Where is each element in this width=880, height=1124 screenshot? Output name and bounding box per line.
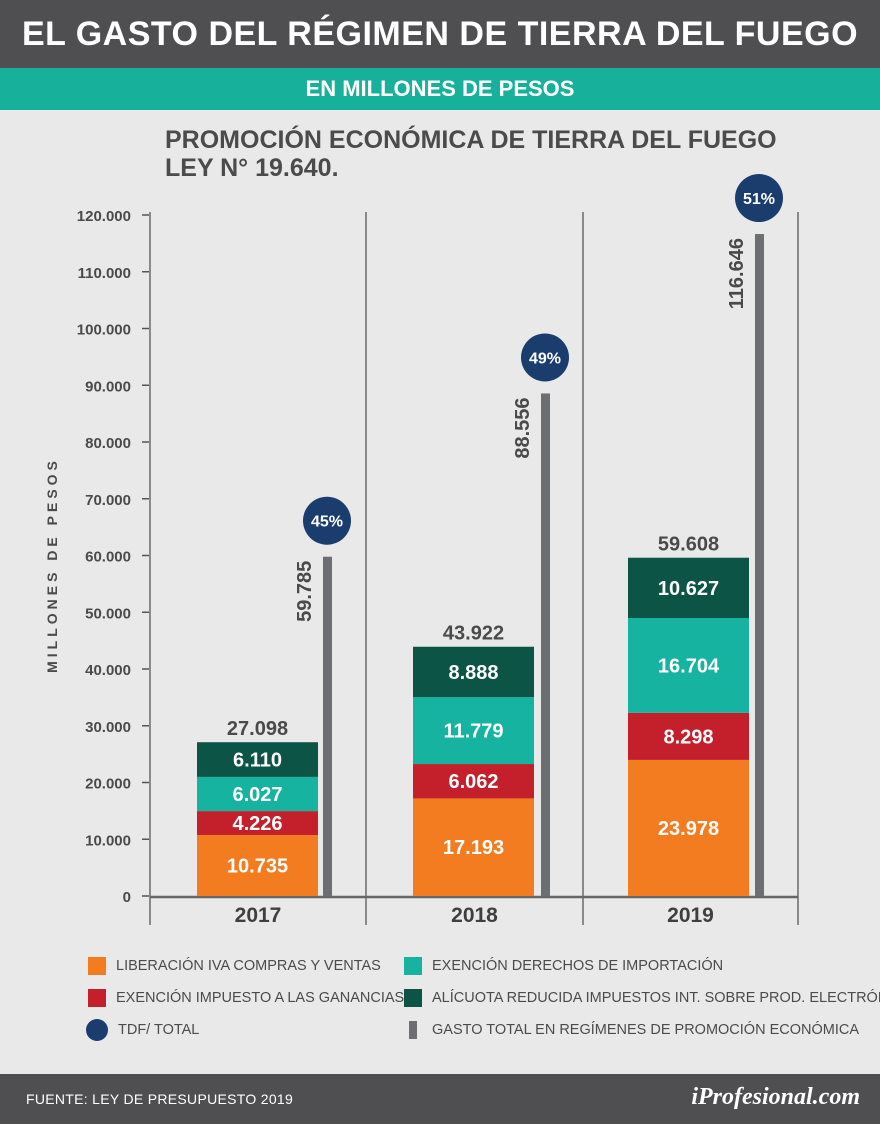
- bar-segment-label: 10.735: [227, 856, 288, 878]
- y-tick-label: 50.000: [85, 605, 131, 622]
- y-tick-label: 90.000: [85, 378, 131, 395]
- bar-segment: [197, 742, 318, 777]
- bar-segment-label: 6.027: [232, 784, 282, 806]
- y-tick-label: 120.000: [77, 208, 131, 225]
- total-bar-label: 116.646: [726, 238, 748, 309]
- chart-title-line-1: PROMOCIÓN ECONÓMICA DE TIERRA DEL FUEGO: [165, 126, 777, 154]
- legend-item-gasto-total: GASTO TOTAL EN REGÍMENES DE PROMOCIÓN EC…: [404, 1021, 859, 1039]
- units-banner: EN MILLONES DE PESOS: [0, 68, 880, 110]
- y-tick-label: 110.000: [78, 265, 131, 282]
- bar-segment-label: 11.779: [443, 721, 503, 743]
- share-badge-label: 45%: [311, 514, 343, 531]
- bar-segment-label: 6.110: [233, 750, 282, 772]
- bar-segment-label: 6.062: [448, 771, 498, 793]
- total-bar: [541, 393, 550, 896]
- legend-swatch-importacion: [404, 957, 422, 975]
- x-category-label: 2017: [235, 904, 282, 927]
- bar-segment: [413, 798, 534, 896]
- y-tick-label: 20.000: [85, 776, 131, 793]
- legend-label-iva: LIBERACIÓN IVA COMPRAS Y VENTAS: [116, 958, 381, 974]
- legend-swatch-tdf-total: [86, 1019, 108, 1041]
- bar-segment: [413, 646, 534, 698]
- share-badge-label: 51%: [743, 191, 775, 208]
- legend-swatch-gasto-total: [409, 1021, 417, 1039]
- bar-segment: [628, 618, 749, 713]
- y-tick-label: 40.000: [85, 662, 131, 679]
- stack-total-label: 43.922: [443, 623, 504, 645]
- bar-segment-label: 16.704: [658, 655, 720, 677]
- share-badge: [303, 496, 351, 545]
- x-category-label: 2018: [451, 904, 498, 927]
- total-bar-label: 59.785: [294, 561, 316, 622]
- brand-logo: iProfesional.com: [691, 1084, 860, 1110]
- legend-item-iva: LIBERACIÓN IVA COMPRAS Y VENTAS: [88, 957, 381, 975]
- legend-swatch-iva: [88, 957, 106, 975]
- bar-segment: [628, 759, 749, 896]
- units-banner-text: EN MILLONES DE PESOS: [305, 76, 575, 101]
- y-tick-label: 0: [123, 889, 131, 906]
- legend: LIBERACIÓN IVA COMPRAS Y VENTAS EXENCIÓN…: [0, 950, 880, 1060]
- share-badge-label: 49%: [529, 350, 561, 367]
- y-tick-label: 10.000: [85, 832, 131, 849]
- legend-item-ganancias: EXENCIÓN IMPUESTO A LAS GANANCIAS: [88, 989, 404, 1007]
- total-bar: [323, 556, 332, 896]
- bar-segment: [197, 835, 318, 896]
- stack-total-label: 59.608: [658, 534, 719, 556]
- bar-segment: [628, 557, 749, 619]
- bar-segment-label: 8.298: [663, 726, 713, 748]
- total-bar: [755, 234, 764, 897]
- bar-segment: [197, 776, 318, 812]
- bar-segment: [413, 697, 534, 765]
- legend-label-tdf-total: TDF/ TOTAL: [118, 1022, 200, 1038]
- bar-segment-label: 23.978: [658, 818, 719, 840]
- y-tick-label: 100.000: [77, 322, 131, 339]
- legend-label-gasto-total: GASTO TOTAL EN REGÍMENES DE PROMOCIÓN EC…: [432, 1022, 860, 1038]
- bar-segment: [628, 712, 749, 760]
- legend-label-ganancias: EXENCIÓN IMPUESTO A LAS GANANCIAS: [116, 990, 405, 1006]
- bar-segment: [413, 764, 534, 799]
- legend-swatch-ganancias: [88, 989, 106, 1007]
- footer: FUENTE: LEY DE PRESUPUESTO 2019 iProfesi…: [0, 1074, 880, 1124]
- bar-segment-label: 17.193: [443, 837, 504, 859]
- total-bar-label: 88.556: [512, 397, 534, 458]
- bar-segment-label: 10.627: [658, 578, 719, 600]
- share-badge: [735, 174, 783, 223]
- legend-label-alicuota: ALÍCUOTA REDUCIDA IMPUESTOS INT. SOBRE P…: [432, 990, 880, 1006]
- bar-segment: [197, 811, 318, 836]
- legend-item-tdf-total: TDF/ TOTAL: [86, 1019, 200, 1041]
- infographic-title: EL GASTO DEL RÉGIMEN DE TIERRA DEL FUEGO: [0, 0, 880, 68]
- chart-title: PROMOCIÓN ECONÓMICA DE TIERRA DEL FUEGO …: [165, 126, 785, 182]
- x-category-label: 2019: [667, 904, 714, 927]
- source-note: FUENTE: LEY DE PRESUPUESTO 2019: [26, 1091, 294, 1107]
- y-tick-label: 30.000: [85, 719, 131, 736]
- share-badge: [521, 333, 569, 382]
- bar-segment-label: 4.226: [232, 813, 282, 835]
- y-tick-label: 60.000: [85, 549, 131, 566]
- chart-title-line-2: LEY N° 19.640.: [165, 154, 339, 182]
- y-tick-label: 70.000: [85, 492, 131, 509]
- stack-total-label: 27.098: [227, 718, 288, 740]
- legend-item-importacion: EXENCIÓN DERECHOS DE IMPORTACIÓN: [404, 957, 723, 975]
- bar-segment-label: 8.888: [448, 662, 498, 684]
- y-tick-label: 80.000: [85, 435, 131, 452]
- legend-swatch-alicuota: [404, 989, 422, 1007]
- stacked-bar-chart: 0 10.000 20.000 30.000 40.000 50.000 60.000 70.…: [77, 174, 799, 927]
- infographic-title-text: EL GASTO DEL RÉGIMEN DE TIERRA DEL FUEGO: [21, 14, 859, 53]
- legend-item-alicuota: ALÍCUOTA REDUCIDA IMPUESTOS INT. SOBRE P…: [404, 989, 880, 1007]
- legend-label-importacion: EXENCIÓN DERECHOS DE IMPORTACIÓN: [432, 958, 724, 974]
